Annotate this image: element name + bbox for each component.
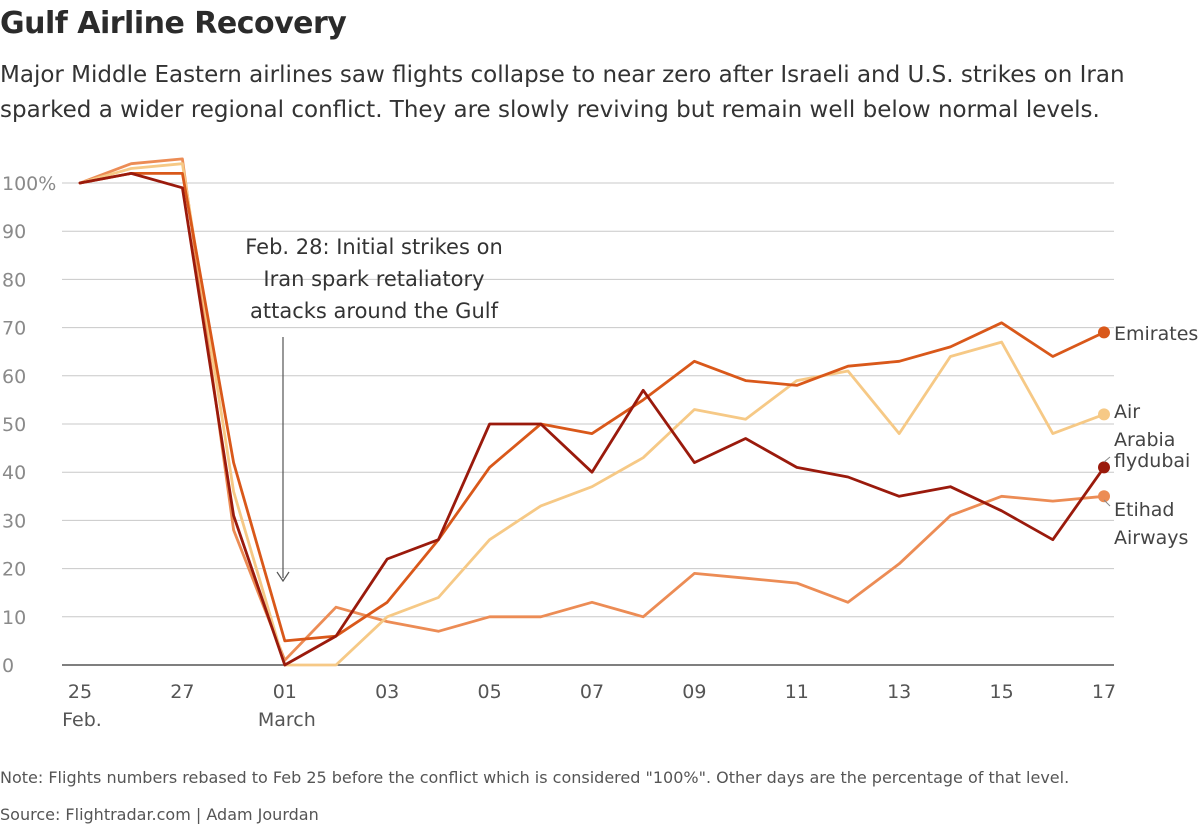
x-tick-label: 09 xyxy=(682,681,706,703)
annotation-line-3: attacks around the Gulf xyxy=(250,299,499,323)
series-label-air-arabia: Arabia xyxy=(1114,429,1175,451)
annotation: Feb. 28: Initial strikes on Iran spark r… xyxy=(245,235,503,583)
y-tick-label: 40 xyxy=(2,462,26,484)
x-tick-label: 05 xyxy=(478,681,502,703)
x-axis: 25 Feb. 27 01 March 03 05 07 09 11 13 15 17 xyxy=(62,681,1116,731)
x-tick-label: 07 xyxy=(580,681,604,703)
y-tick-label: 90 xyxy=(2,221,26,243)
x-tick-label: 17 xyxy=(1092,681,1116,703)
y-tick-label: 50 xyxy=(2,414,26,436)
x-tick-label: 27 xyxy=(170,681,194,703)
y-tick-label: 0 xyxy=(2,655,14,677)
x-tick-label: 15 xyxy=(990,681,1014,703)
series-line-etihad-airways xyxy=(78,157,1106,662)
series-label-etihad-airways: Airways xyxy=(1114,527,1188,549)
y-tick-label: 10 xyxy=(2,607,26,629)
series-lines xyxy=(78,157,1110,667)
series-line-flydubai xyxy=(78,171,1106,667)
line-chart: 0 10 20 30 40 50 60 70 80 90 100% 25 Feb. 27 01 March 0… xyxy=(2,157,1198,731)
series-label-leader xyxy=(1103,456,1111,463)
series-line-emirates xyxy=(78,171,1106,643)
chart-source: Source: Flightradar.com | Adam Jourdan xyxy=(0,805,319,824)
y-tick-label: 20 xyxy=(2,559,26,581)
series-end-dot-emirates xyxy=(1098,326,1110,339)
chart-subtitle: Major Middle Eastern airlines saw flight… xyxy=(0,62,1125,123)
y-tick-label: 80 xyxy=(2,269,26,291)
y-tick-label: 30 xyxy=(2,510,26,532)
series-label-air-arabia: Air xyxy=(1114,401,1140,423)
series-end-dot-air-arabia xyxy=(1098,408,1110,421)
series-label-emirates: Emirates xyxy=(1114,323,1198,345)
y-tick-label: 60 xyxy=(2,366,26,388)
y-axis: 0 10 20 30 40 50 60 70 80 90 100% xyxy=(2,173,56,677)
chart-title: Gulf Airline Recovery xyxy=(0,6,347,41)
x-tick-sublabel: March xyxy=(258,709,316,731)
series-line-air-arabia xyxy=(78,162,1106,667)
y-tick-label: 70 xyxy=(2,318,26,340)
series-end-dot-etihad-airways xyxy=(1098,490,1110,503)
series-label-flydubai: flydubai xyxy=(1114,450,1190,472)
x-tick-sublabel: Feb. xyxy=(62,709,102,731)
x-tick-label: 25 xyxy=(68,681,92,703)
y-tick-label: 100% xyxy=(2,173,56,195)
gridlines xyxy=(62,182,1114,666)
annotation-line-2: Iran spark retaliatory xyxy=(263,267,484,291)
x-tick-label: 01 xyxy=(273,681,297,703)
x-tick-label: 11 xyxy=(785,681,809,703)
annotation-arrowhead xyxy=(276,571,290,583)
annotation-line-1: Feb. 28: Initial strikes on xyxy=(245,235,503,259)
x-tick-label: 13 xyxy=(887,681,911,703)
series-label-etihad-airways: Etihad xyxy=(1114,499,1174,521)
chart-note: Note: Flights numbers rebased to Feb 25 … xyxy=(0,768,1070,787)
series-label-leader xyxy=(1103,499,1111,507)
x-tick-label: 03 xyxy=(375,681,399,703)
series-end-dot-flydubai xyxy=(1098,461,1110,474)
